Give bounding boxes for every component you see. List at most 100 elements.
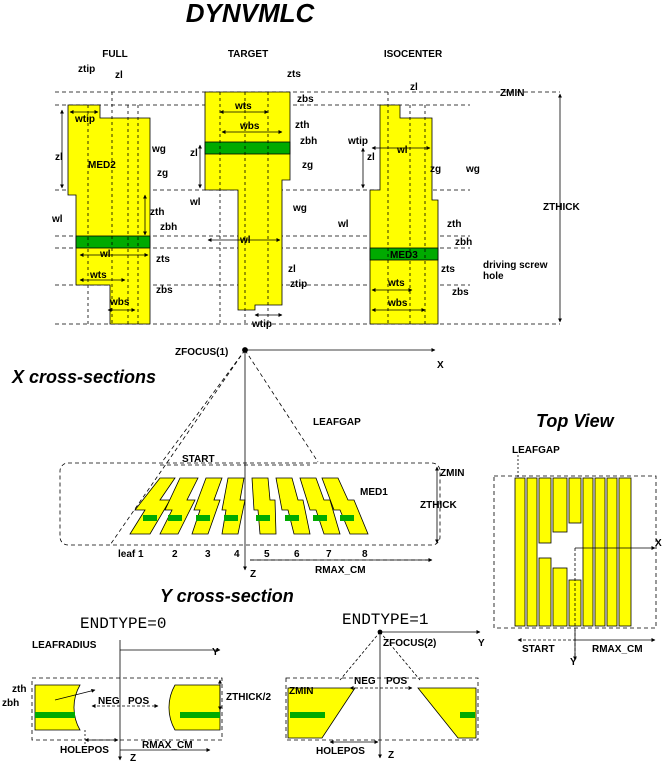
full-heading: FULL [102,49,128,60]
y-cross-section [31,629,481,761]
y-section-labels: Y cross-section ENDTYPE=0 ENDTYPE=1 LEAF… [2,586,485,763]
leaf-number-1: leaf 1 [118,549,144,560]
target-wl-side: wl [189,197,201,208]
endtype1-leaf-right [417,687,477,739]
top-panel-labels: FULL TARGET ISOCENTER ZMIN ZTHICK MED2 M… [51,49,580,330]
start-label: START [182,454,215,465]
top-view-x: X [655,538,662,549]
y-zthick-half: ZTHICK/2 [226,692,271,703]
isocenter-internal-lines [387,92,426,324]
y-neg-label: NEG [98,696,120,707]
y1-axis-label: Y [478,638,485,649]
x-rmax-label: RMAX_CM [315,565,366,576]
full-ztip: ztip [78,64,95,75]
iso-wts: wts [387,278,405,289]
driving-screw-hole-label: hole [483,271,504,282]
x-axis-label: X [437,360,444,371]
full-zts: zts [156,254,170,265]
iso-wbs: wbs [387,298,408,309]
y-pos-label: POS [128,696,149,707]
target-wg: wg [292,203,307,214]
top-view-leaves [514,477,632,627]
target-wbs: wbs [239,121,260,132]
full-zg: zg [157,168,168,179]
top-view-y: Y [570,657,577,668]
full-zl: zl [55,152,63,163]
full-zl-top: zl [115,70,123,81]
y1-holepos: HOLEPOS [316,746,365,757]
y1-pos: POS [386,676,407,687]
full-wbs: wbs [109,297,130,308]
iso-wg: wg [465,164,480,175]
target-zth: zth [295,120,309,131]
target-wtip: wtip [251,319,272,330]
iso-wl-side: wl [337,219,349,230]
full-wts: wts [89,270,107,281]
target-zl-low: zl [288,264,296,275]
isocenter-screw-hole [369,247,439,261]
z-axis-label: Z [250,569,256,580]
y-rmax: RMAX_CM [142,740,193,751]
leaf-number-3: 3 [205,549,211,560]
iso-wtip: wtip [347,136,368,147]
full-zbh: zbh [160,222,177,233]
full-wl-side: wl [51,214,63,225]
isocenter-heading: ISOCENTER [384,49,443,60]
top-panels [55,91,562,325]
iso-zg: zg [430,164,441,175]
x-section-screws [143,515,354,521]
z1-axis-label: Z [388,750,394,761]
leaf-number-2: 2 [172,549,178,560]
iso-zbh: zbh [455,237,472,248]
full-leaf-shape [67,104,151,325]
driving-screw-label: driving screw [483,260,548,271]
top-view [493,455,657,661]
diagram-title: DYNVMLC [186,0,316,28]
y-zbh-label: zbh [2,698,19,709]
full-zth: zth [150,207,164,218]
zfocus2-label: ZFOCUS(2) [383,638,436,649]
leaf-number-4: 4 [234,549,240,560]
leaf-number-8: 8 [362,549,368,560]
top-view-leafgap: LEAFGAP [512,445,560,456]
full-internal-lines [87,92,139,324]
endtype0-label: ENDTYPE=0 [80,615,166,633]
endtype0-leaf-right [168,684,221,731]
target-zbs: zbs [297,94,314,105]
med1-label: MED1 [360,487,388,498]
y-zth-label: zth [12,684,26,695]
top-view-rmax: RMAX_CM [592,644,643,655]
full-screw-hole [75,235,151,249]
iso-zth: zth [447,219,461,230]
y-section-heading: Y cross-section [160,586,294,606]
target-heading: TARGET [228,49,268,60]
full-wtip: wtip [74,114,95,125]
med2-label: MED2 [88,160,116,171]
x-section-heading: X cross-sections [11,367,156,387]
target-wts: wts [234,101,252,112]
x-section-leaves [129,477,369,535]
x-cross-sections [59,347,441,571]
iso-wl: wl [396,145,408,156]
top-view-labels: Top View LEAFGAP X Y START RMAX_CM [512,411,662,668]
target-zts: zts [287,69,301,80]
top-view-heading: Top View [536,411,615,431]
z0-axis-label: Z [130,753,136,763]
leaf-numbers: leaf 1 2 3 4 5 6 7 8 [118,549,368,560]
target-ztip: ztip [290,279,307,290]
leafradius-label: LEAFRADIUS [32,640,97,651]
leaf-number-5: 5 [264,549,270,560]
full-wl: wl [99,249,111,260]
zthick-label: ZTHICK [543,202,580,213]
top-view-start: START [522,644,555,655]
iso-zbs: zbs [452,287,469,298]
y-holepos: HOLEPOS [60,745,109,756]
leaf-number-6: 6 [294,549,300,560]
target-screw-hole [204,141,291,155]
full-wg: wg [151,144,166,155]
target-zl: zl [190,148,198,159]
iso-zl-top: zl [410,82,418,93]
zmin-label: ZMIN [500,88,524,99]
target-wl: wl [239,235,251,246]
